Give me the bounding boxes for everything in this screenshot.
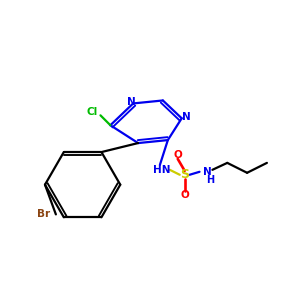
Text: HN: HN (153, 165, 171, 175)
Text: N: N (203, 167, 212, 177)
Text: N: N (127, 98, 136, 107)
Text: Br: Br (38, 209, 51, 219)
Text: S: S (180, 168, 189, 181)
Text: O: O (173, 150, 182, 160)
Text: N: N (182, 112, 191, 122)
Text: H: H (206, 175, 214, 185)
Text: Cl: Cl (87, 107, 98, 117)
Text: O: O (180, 190, 189, 200)
